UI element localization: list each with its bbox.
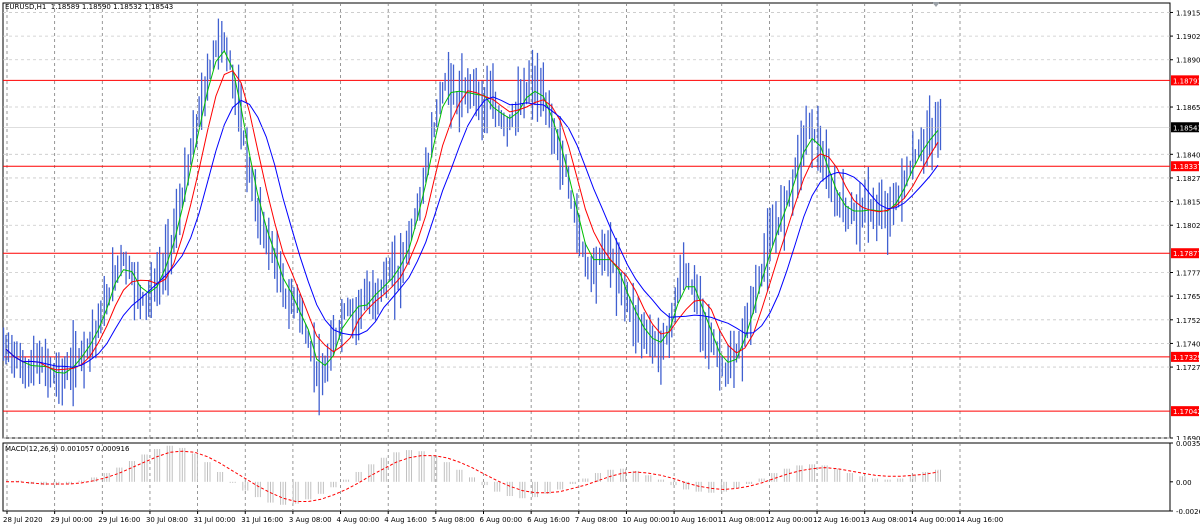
macd-tick-label: 0.00355 bbox=[1176, 441, 1200, 448]
time-tick-label: 29 Jul 16:00 bbox=[98, 516, 140, 524]
chart-shift-marker-icon[interactable] bbox=[932, 2, 940, 7]
time-tick-label: 4 Aug 16:00 bbox=[384, 516, 427, 524]
time-tick-label: 4 Aug 00:00 bbox=[337, 516, 380, 524]
macd-signal-line bbox=[6, 450, 939, 502]
moving-average-line bbox=[5, 96, 939, 368]
current-price-label: 1.18543 bbox=[1173, 124, 1200, 132]
price-tick-label: 1.19150 bbox=[1176, 9, 1200, 17]
moving-average-line bbox=[5, 70, 939, 371]
time-tick-label: 3 Aug 08:00 bbox=[289, 516, 332, 524]
price-tick-label: 1.17400 bbox=[1176, 340, 1200, 348]
price-tick-label: 1.19025 bbox=[1176, 33, 1200, 41]
macd-chart[interactable]: 0.00355 0.00 -0.00267 28 Jul 2020 29 Jul 00:… bbox=[0, 441, 1200, 525]
price-level-badge bbox=[1171, 248, 1199, 259]
time-tick-label: 6 Aug 00:00 bbox=[480, 516, 523, 524]
price-level-badge bbox=[1171, 161, 1199, 172]
time-tick-label: 5 Aug 08:00 bbox=[432, 516, 475, 524]
price-level-label: 1.17042 bbox=[1173, 408, 1200, 416]
price-level-label: 1.17877 bbox=[1173, 250, 1200, 258]
price-tick-label: 1.18275 bbox=[1176, 175, 1200, 183]
price-tick-label: 1.17275 bbox=[1176, 364, 1200, 372]
price-tick-label: 1.18150 bbox=[1176, 199, 1200, 207]
price-tick-label: 1.16900 bbox=[1176, 435, 1200, 440]
price-tick-label: 1.17650 bbox=[1176, 293, 1200, 301]
price-level-badge bbox=[1171, 351, 1199, 362]
price-chart[interactable]: 1.19150 1.19025 1.18900 1.18650 1.18400 1.182… bbox=[0, 0, 1200, 440]
time-tick-label: 14 Aug 16:00 bbox=[956, 516, 1003, 524]
time-tick-label: 12 Aug 16:00 bbox=[813, 516, 860, 524]
price-level-label: 1.18791 bbox=[1173, 77, 1200, 85]
price-plot-area bbox=[2, 2, 1171, 439]
time-tick-label: 7 Aug 08:00 bbox=[575, 516, 618, 524]
time-tick-label: 13 Aug 08:00 bbox=[861, 516, 908, 524]
price-tick-label: 1.17525 bbox=[1176, 317, 1200, 325]
time-tick-label: 28 Jul 2020 bbox=[3, 516, 43, 524]
price-level-label: 1.17329 bbox=[1173, 354, 1200, 362]
time-tick-label: 10 Aug 16:00 bbox=[670, 516, 717, 524]
time-tick-label: 6 Aug 16:00 bbox=[527, 516, 570, 524]
time-tick-label: 30 Jul 08:00 bbox=[146, 516, 188, 524]
macd-tick-label: -0.00267 bbox=[1176, 508, 1200, 516]
price-tick-label: 1.18650 bbox=[1176, 104, 1200, 112]
price-tick-label: 1.18400 bbox=[1176, 151, 1200, 159]
price-tick-label: 1.18900 bbox=[1176, 57, 1200, 65]
time-tick-label: 31 Jul 16:00 bbox=[241, 516, 283, 524]
price-level-label: 1.18337 bbox=[1173, 163, 1200, 171]
time-tick-label: 12 Aug 00:00 bbox=[765, 516, 812, 524]
time-tick-label: 29 Jul 00:00 bbox=[51, 516, 93, 524]
moving-average-line bbox=[5, 49, 939, 374]
time-tick-label: 10 Aug 00:00 bbox=[622, 516, 669, 524]
price-tick-label: 1.17775 bbox=[1176, 270, 1200, 278]
macd-title: MACD(12,26,9) 0.001057 0.000916 bbox=[5, 445, 130, 453]
current-price-badge bbox=[1171, 122, 1199, 133]
macd-tick-label: 0.00 bbox=[1176, 479, 1192, 487]
time-tick-label: 11 Aug 08:00 bbox=[718, 516, 765, 524]
symbol-title: EURUSD,H1 1.18589 1.18590 1.18532 1.1854… bbox=[5, 3, 174, 11]
macd-plot-area bbox=[2, 442, 1171, 512]
price-level-badge bbox=[1171, 75, 1199, 86]
time-tick-label: 14 Aug 00:00 bbox=[908, 516, 955, 524]
time-tick-label: 31 Jul 00:00 bbox=[194, 516, 236, 524]
price-level-badge bbox=[1171, 406, 1199, 417]
price-tick-label: 1.18025 bbox=[1176, 222, 1200, 230]
